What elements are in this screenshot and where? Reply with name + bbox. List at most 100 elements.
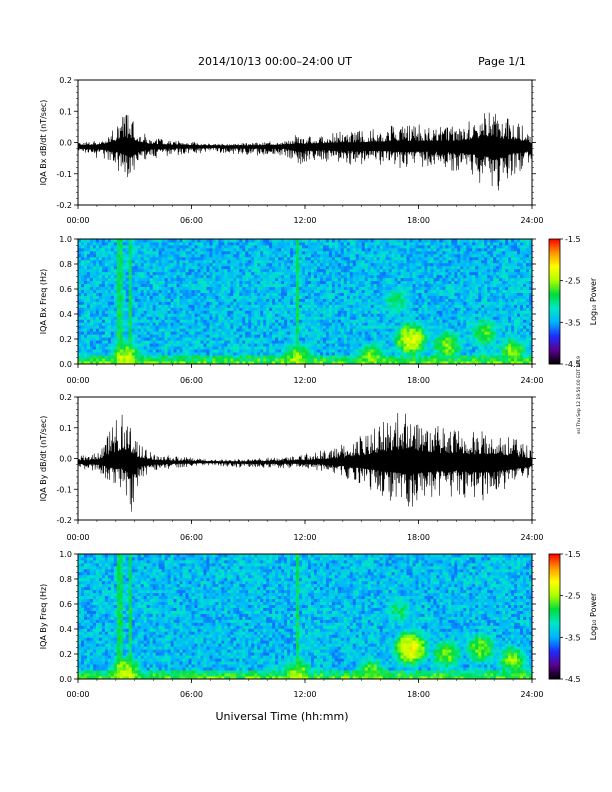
heatmap-cell xyxy=(170,316,174,320)
heatmap-cell xyxy=(221,304,225,308)
heatmap-cell xyxy=(370,337,375,341)
heatmap-cell xyxy=(310,241,315,246)
heatmap-cell xyxy=(307,271,312,276)
heatmap-cell xyxy=(367,286,372,290)
heatmap-cell xyxy=(287,265,291,270)
heatmap-cell xyxy=(370,295,375,299)
heatmap-cell xyxy=(242,322,246,326)
heatmap-cell xyxy=(125,289,130,293)
heatmap-cell xyxy=(80,271,85,276)
heatmap-cell xyxy=(263,340,267,344)
heatmap-cell xyxy=(110,271,115,276)
heatmap-cell xyxy=(242,325,246,329)
heatmap-cell xyxy=(328,295,333,299)
heatmap-cell xyxy=(218,340,222,344)
heatmap-cell xyxy=(296,322,300,326)
heatmap-cell xyxy=(158,304,163,308)
heatmap-cell xyxy=(260,268,264,273)
heatmap-cell xyxy=(242,349,246,353)
heatmap-cell xyxy=(281,271,285,276)
heatmap-cell xyxy=(403,355,407,359)
heatmap-cell xyxy=(92,250,97,255)
heatmap-cell xyxy=(364,298,369,302)
heatmap-cell xyxy=(200,304,204,308)
heatmap-cell xyxy=(355,331,360,335)
heatmap-cell xyxy=(310,307,315,311)
heatmap-cell xyxy=(334,259,339,264)
heatmap-cell xyxy=(107,337,112,341)
heatmap-cell xyxy=(385,280,390,285)
heatmap-cell xyxy=(128,259,133,264)
heatmap-cell xyxy=(358,358,363,362)
heatmap-cell xyxy=(322,271,327,276)
heatmap-cell xyxy=(209,340,213,344)
heatmap-cell xyxy=(212,334,216,338)
heatmap-cell xyxy=(272,241,276,246)
heatmap-cell xyxy=(86,241,91,246)
heatmap-cell xyxy=(236,334,240,338)
heatmap-cell xyxy=(293,274,297,279)
heatmap-cell xyxy=(78,280,82,285)
heatmap-cell xyxy=(83,241,88,246)
heatmap-cell xyxy=(278,286,282,290)
heatmap-cell xyxy=(290,328,294,332)
heatmap-cell xyxy=(343,283,348,288)
heatmap-cell xyxy=(245,295,249,299)
heatmap-cell xyxy=(313,325,318,329)
heatmap-cell xyxy=(143,325,148,329)
heatmap-cell xyxy=(236,343,240,347)
heatmap-cell xyxy=(409,247,413,252)
heatmap-cell xyxy=(119,325,124,329)
heatmap-cell xyxy=(385,343,390,347)
heatmap-cell xyxy=(95,358,100,362)
heatmap-cell xyxy=(257,310,261,314)
heatmap-cell xyxy=(272,307,276,311)
heatmap-cell xyxy=(397,310,401,314)
heatmap-cell xyxy=(137,239,142,243)
heatmap-cell xyxy=(376,322,381,326)
heatmap-cell xyxy=(352,265,357,270)
heatmap-cell xyxy=(307,289,312,293)
heatmap-cell xyxy=(421,247,425,252)
heatmap-cell xyxy=(137,325,142,329)
heatmap-cell xyxy=(131,268,136,273)
heatmap-cell xyxy=(173,322,177,326)
heatmap-cell xyxy=(230,289,234,293)
heatmap-cell xyxy=(89,328,94,332)
heatmap-cell xyxy=(119,280,124,285)
heatmap-cell xyxy=(272,253,276,258)
heatmap-cell xyxy=(209,244,213,249)
heatmap-cell xyxy=(179,310,183,314)
heatmap-cell xyxy=(421,349,425,353)
heatmap-cell xyxy=(236,289,240,293)
heatmap-cell xyxy=(251,325,255,329)
heatmap-cell xyxy=(322,256,327,261)
heatmap-cell xyxy=(125,313,130,317)
heatmap-cell xyxy=(224,361,228,365)
heatmap-cell xyxy=(227,313,231,317)
heatmap-cell xyxy=(131,247,136,252)
heatmap-cell xyxy=(245,259,249,264)
heatmap-cell xyxy=(248,256,252,261)
heatmap-cell xyxy=(337,325,342,329)
heatmap-cell xyxy=(376,262,381,267)
x-axis-title: Universal Time (hh:mm) xyxy=(216,710,349,723)
heatmap-cell xyxy=(95,319,100,323)
heatmap-cell xyxy=(340,346,345,350)
heatmap-cell xyxy=(406,343,410,347)
heatmap-cell xyxy=(107,340,112,344)
heatmap-cell xyxy=(173,361,177,365)
heatmap-cell xyxy=(131,313,136,317)
heatmap-cell xyxy=(80,241,85,246)
heatmap-cell xyxy=(334,265,339,270)
heatmap-cell xyxy=(322,244,327,249)
heatmap-cell xyxy=(394,283,398,288)
heatmap-cell xyxy=(140,361,145,365)
heatmap-cell xyxy=(95,244,100,249)
heatmap-cell xyxy=(316,322,321,326)
heatmap-cell xyxy=(233,352,237,356)
heatmap-cell xyxy=(188,337,192,341)
heatmap-cell xyxy=(155,241,160,246)
heatmap-cell xyxy=(119,301,124,305)
heatmap-cell xyxy=(143,310,148,314)
